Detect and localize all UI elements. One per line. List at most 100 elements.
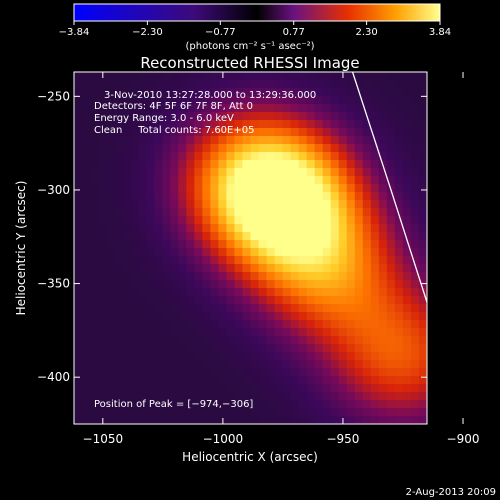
heatmap-cell: [98, 88, 107, 97]
heatmap-cell: [298, 272, 308, 281]
heatmap-cell: [338, 200, 348, 209]
heatmap-cell: [138, 216, 147, 225]
heatmap-cell: [362, 256, 372, 265]
heatmap-cell: [370, 392, 380, 401]
heatmap-cell: [290, 344, 300, 353]
heatmap-cell: [362, 368, 372, 377]
heatmap-cell: [82, 264, 91, 273]
heatmap-cell: [154, 200, 163, 209]
heatmap-cell: [130, 144, 139, 153]
heatmap-cell: [402, 192, 412, 201]
heatmap-cell: [178, 96, 187, 105]
heatmap-cell: [330, 152, 340, 161]
heatmap-cell: [138, 104, 147, 113]
heatmap-cell: [250, 264, 260, 273]
heatmap-cell: [186, 280, 195, 289]
heatmap-cell: [122, 216, 131, 225]
heatmap-cell: [290, 192, 300, 201]
heatmap-cell: [386, 304, 396, 313]
heatmap-cell: [194, 264, 203, 273]
heatmap-cell: [394, 160, 404, 169]
colorbar-tick-label: 2.30: [355, 27, 377, 38]
heatmap-cell: [338, 224, 348, 233]
heatmap-cell: [186, 112, 195, 121]
heatmap-cell: [194, 360, 203, 369]
heatmap-cell: [234, 360, 244, 369]
heatmap-cell: [306, 344, 316, 353]
heatmap-cell: [362, 296, 372, 305]
heatmap-cell: [330, 120, 340, 129]
heatmap-cell: [210, 176, 220, 185]
heatmap-cell: [410, 256, 420, 265]
heatmap-cell: [402, 152, 412, 161]
heatmap-cell: [226, 136, 236, 145]
heatmap-cell: [82, 208, 91, 217]
heatmap-cell: [114, 272, 123, 281]
heatmap-cell: [226, 296, 236, 305]
heatmap-cell: [226, 304, 236, 313]
heatmap-cell: [122, 344, 131, 353]
heatmap-cell: [242, 112, 252, 121]
heatmap-cell: [234, 320, 244, 329]
heatmap-cell: [338, 288, 348, 297]
heatmap-cell: [82, 192, 91, 201]
heatmap-cell: [226, 240, 236, 249]
heatmap-cell: [154, 336, 163, 345]
heatmap-cell: [418, 360, 427, 369]
annotation-block: 3-Nov-2010 13:27:28.000 to 13:29:36.000 …: [94, 90, 316, 136]
heatmap-cell: [322, 288, 332, 297]
heatmap-cell: [138, 312, 147, 321]
heatmap-cell: [74, 296, 83, 305]
heatmap-cell: [154, 264, 163, 273]
heatmap-cell: [178, 400, 187, 409]
heatmap-cell: [394, 80, 404, 89]
heatmap-cell: [122, 360, 131, 369]
heatmap-cell: [186, 96, 195, 105]
heatmap-cell: [242, 320, 252, 329]
heatmap-cell: [186, 256, 195, 265]
heatmap-cell: [322, 328, 332, 337]
heatmap-cell: [354, 168, 364, 177]
heatmap-cell: [418, 88, 427, 97]
heatmap-cell: [370, 104, 380, 113]
heatmap-cell: [258, 152, 268, 161]
heatmap-cell: [298, 264, 308, 273]
heatmap-cell: [210, 328, 220, 337]
heatmap-cell: [362, 80, 372, 89]
heatmap-cell: [194, 112, 203, 121]
heatmap-cell: [394, 416, 404, 424]
heatmap-cell: [242, 416, 252, 424]
heatmap-cell: [186, 176, 195, 185]
heatmap-cell: [378, 320, 388, 329]
heatmap-cell: [306, 216, 316, 225]
heatmap-cell: [386, 112, 396, 121]
heatmap-cell: [226, 344, 236, 353]
heatmap-cell: [322, 240, 332, 249]
heatmap-cell: [250, 320, 260, 329]
heatmap-cell: [394, 328, 404, 337]
heatmap-cell: [130, 248, 139, 257]
heatmap-cell: [418, 336, 427, 345]
heatmap-cell: [98, 264, 107, 273]
heatmap-cell: [346, 80, 356, 89]
heatmap-cell: [170, 128, 179, 137]
heatmap-cell: [362, 232, 372, 241]
heatmap-cell: [274, 344, 284, 353]
heatmap-cell: [218, 376, 228, 385]
heatmap-cell: [106, 408, 115, 417]
heatmap-cell: [274, 312, 284, 321]
heatmap-cell: [338, 144, 348, 153]
heatmap-cell: [106, 296, 115, 305]
heatmap-cell: [362, 320, 372, 329]
heatmap-cell: [386, 232, 396, 241]
heatmap-cell: [162, 88, 171, 97]
heatmap-cell: [106, 328, 115, 337]
heatmap-cell: [138, 272, 147, 281]
heatmap-cell: [282, 296, 292, 305]
heatmap-cell: [130, 408, 139, 417]
heatmap-cell: [282, 136, 292, 145]
heatmap-cell: [282, 328, 292, 337]
heatmap-cell: [386, 136, 396, 145]
heatmap-cell: [258, 184, 268, 193]
heatmap-cell: [202, 256, 211, 265]
